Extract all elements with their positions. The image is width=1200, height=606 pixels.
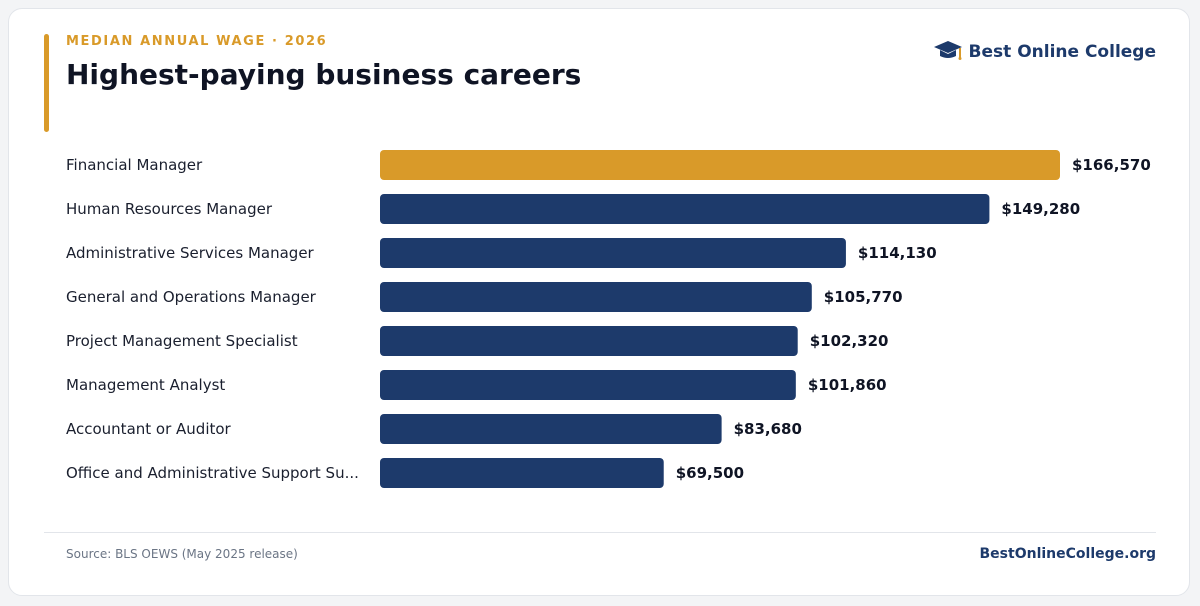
chart-title: Highest-paying business careers (66, 58, 582, 91)
value-label: $149,280 (1001, 200, 1080, 218)
category-label: Accountant or Auditor (66, 420, 232, 438)
value-label: $166,570 (1072, 156, 1151, 174)
category-label: Management Analyst (66, 376, 225, 394)
bar (380, 194, 990, 224)
category-label: Financial Manager (66, 156, 203, 174)
bar (380, 238, 846, 268)
bar (380, 150, 1060, 180)
footer-divider (44, 532, 1156, 533)
value-label: $102,320 (810, 332, 889, 350)
value-label: $101,860 (808, 376, 887, 394)
category-label: Human Resources Manager (66, 200, 273, 218)
graduation-cap-icon (933, 39, 963, 65)
category-label: Project Management Specialist (66, 332, 298, 350)
category-label: Office and Administrative Support Su... (66, 464, 359, 482)
bar (380, 414, 722, 444)
bar-chart: Financial Manager $166,570 Human Resources… (66, 150, 1151, 488)
category-label: Administrative Services Manager (66, 244, 315, 262)
source-note: Source: BLS OEWS (May 2025 release) (66, 547, 298, 561)
value-label: $83,680 (734, 420, 802, 438)
value-label: $69,500 (676, 464, 744, 482)
bar (380, 326, 798, 356)
accent-bar (44, 34, 49, 132)
chart-eyebrow: MEDIAN ANNUAL WAGE · 2026 (66, 34, 328, 49)
brand-name: Best Online College (968, 42, 1156, 62)
bar (380, 370, 796, 400)
brand-logo: Best Online College (933, 40, 1156, 64)
bar (380, 282, 812, 312)
value-label: $114,130 (858, 244, 937, 262)
bar (380, 458, 664, 488)
site-url: BestOnlineCollege.org (979, 546, 1156, 562)
value-label: $105,770 (824, 288, 903, 306)
category-label: General and Operations Manager (66, 288, 317, 306)
